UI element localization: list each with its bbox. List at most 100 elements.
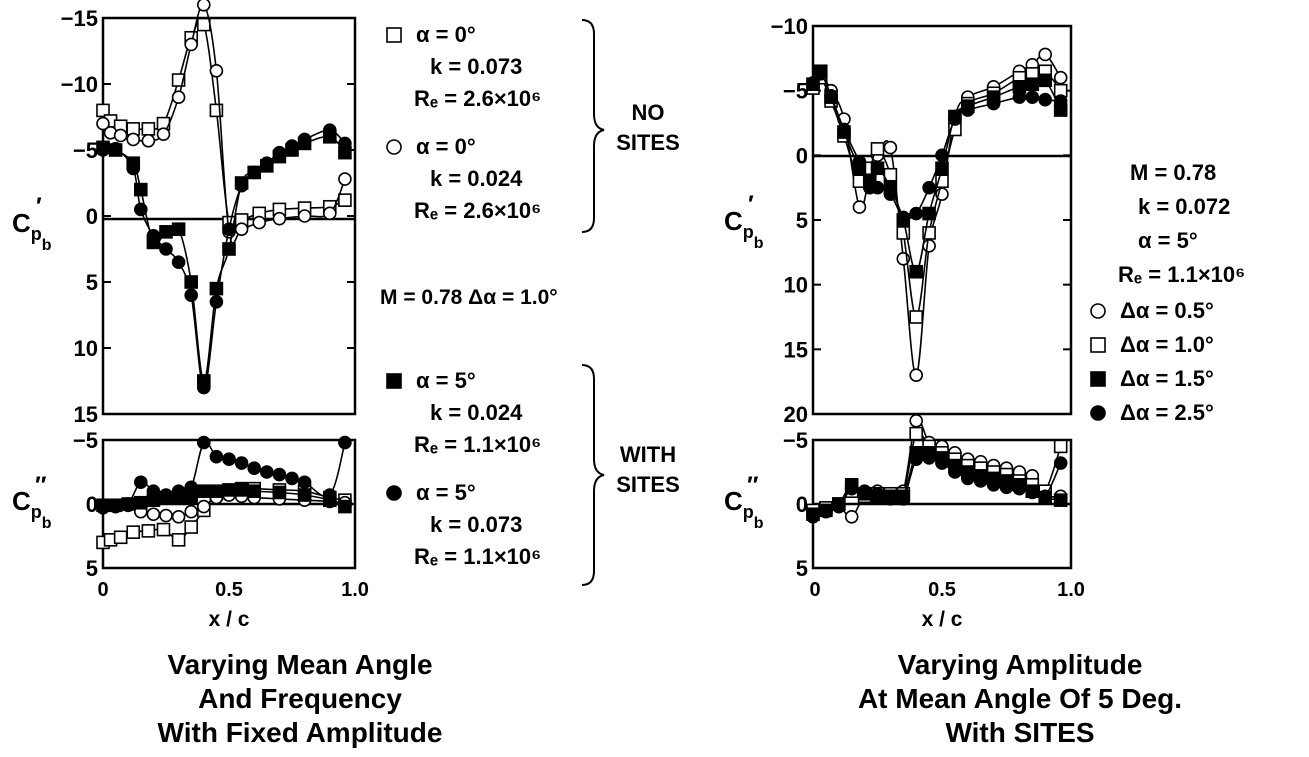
with-sites-label-line1: WITH: [620, 442, 676, 467]
filled-circle-marker: [159, 242, 173, 256]
filled-circle-marker: [272, 145, 287, 160]
filled-circle-marker: [1053, 94, 1068, 108]
y-tick-label: 15: [74, 402, 98, 427]
filled-circle-marker: [146, 484, 161, 499]
filled-circle-marker: [146, 229, 161, 243]
y-tick-label: 10: [784, 273, 808, 298]
filled-circle-marker: [247, 461, 261, 475]
filled-circle-marker: [184, 288, 198, 303]
open-square-marker: [1053, 439, 1068, 454]
svg-text:Cpb: Cpb: [12, 208, 52, 254]
legend-text: Rₑ = 2.6×10⁶: [414, 198, 541, 223]
filled-circle-marker: [108, 499, 123, 514]
open-square-marker: [1090, 337, 1106, 353]
filled-circle-marker: [999, 480, 1014, 495]
filled-circle-marker: [171, 484, 186, 499]
right-caption-line: Varying Amplitude: [897, 649, 1143, 680]
open-circle-marker: [171, 509, 186, 524]
y-tick-label: −5: [73, 138, 98, 163]
filled-circle-marker: [126, 161, 141, 176]
open-square-marker: [883, 167, 898, 182]
filled-circle-marker: [870, 180, 885, 195]
filled-circle-marker: [297, 475, 312, 490]
filled-circle-marker: [935, 148, 949, 163]
filled-circle-marker: [209, 294, 224, 309]
filled-circle-marker: [159, 488, 173, 502]
y-tick-label: 0: [86, 492, 98, 517]
filled-circle-marker: [222, 452, 236, 467]
filled-circle-marker: [209, 449, 224, 464]
left-upper-data: [96, 0, 352, 395]
parameter-text: k = 0.072: [1138, 194, 1230, 219]
filled-circle-marker: [247, 165, 261, 180]
right-parameters: M = 0.78 k = 0.072 α = 5° Rₑ = 1.1×10⁶: [1118, 160, 1245, 287]
no-sites-brace: [581, 19, 605, 233]
filled-circle-marker: [197, 380, 211, 395]
left-legend: α = 0° k = 0.073 Rₑ = 2.6×10⁶ α = 0° k = 0.0…: [386, 22, 541, 569]
filled-circle-marker: [896, 210, 911, 225]
filled-square-marker: [209, 281, 224, 296]
filled-square-marker: [922, 206, 936, 221]
svg-text:′: ′: [748, 191, 754, 218]
filled-circle-marker: [96, 143, 110, 157]
filled-circle-marker: [1053, 456, 1068, 470]
open-circle-marker: [322, 206, 337, 221]
y-tick-label: −15: [61, 6, 98, 31]
open-square-marker: [386, 27, 402, 43]
svg-text:″: ″: [747, 472, 759, 499]
filled-circle-marker: [883, 187, 898, 201]
filled-circle-marker: [134, 202, 148, 217]
legend-text: Rₑ = 1.1×10⁶: [414, 432, 541, 457]
y-tick-label: 15: [784, 337, 808, 362]
filled-circle-marker: [259, 156, 274, 170]
open-circle-marker: [234, 222, 249, 236]
open-square-marker: [96, 103, 110, 118]
filled-circle-marker: [813, 67, 828, 81]
parameter-text: M = 0.78: [1130, 160, 1216, 185]
right-lower-data: [806, 413, 1068, 524]
filled-circle-marker: [184, 480, 198, 495]
filled-circle-marker: [922, 451, 936, 465]
left-caption-line: Varying Mean Angle: [167, 649, 433, 680]
filled-circle-marker: [857, 484, 872, 499]
legend-text: Δα = 0.5°: [1120, 298, 1214, 323]
filled-circle-marker: [259, 465, 274, 479]
y-tick-label: −5: [783, 428, 808, 453]
open-circle-marker: [113, 128, 128, 143]
filled-circle-marker: [844, 481, 859, 496]
open-square-marker: [141, 122, 156, 136]
filled-circle-marker: [285, 471, 299, 486]
legend-text: k = 0.024: [430, 166, 523, 191]
filled-circle-marker: [285, 139, 299, 153]
open-circle-marker: [922, 239, 936, 253]
x-tick-label: 0.5: [215, 579, 243, 601]
x-tick-label: 1.0: [1057, 579, 1085, 601]
filled-circle-marker: [870, 486, 885, 501]
filled-circle-marker: [986, 96, 1001, 111]
y-tick-label: 5: [86, 556, 98, 581]
filled-square-marker: [297, 488, 312, 502]
open-circle-marker: [844, 509, 859, 524]
legend-text: k = 0.073: [430, 512, 522, 537]
filled-circle-marker: [831, 499, 846, 514]
filled-circle-marker: [948, 465, 962, 479]
open-square-marker: [171, 533, 186, 547]
filled-circle-marker: [960, 103, 975, 117]
legend-text: Δα = 2.5°: [1120, 400, 1214, 425]
open-square-marker: [870, 142, 885, 156]
filled-square-marker: [247, 484, 261, 499]
y-tick-label: −10: [771, 14, 808, 39]
right-caption-line: At Mean Angle Of 5 Deg.: [857, 683, 1183, 714]
open-square-marker: [126, 525, 141, 539]
filled-circle-marker: [121, 497, 135, 511]
svg-text:′: ′: [36, 193, 42, 220]
open-circle-marker: [1038, 47, 1052, 62]
x-tick-label: 0: [97, 579, 108, 601]
open-circle-marker: [126, 132, 141, 147]
right-upper-y-ticks: −10 −5 0 5 10 15 20: [771, 14, 1071, 427]
filled-circle-marker: [883, 492, 898, 506]
y-tick-label: 5: [796, 208, 808, 233]
